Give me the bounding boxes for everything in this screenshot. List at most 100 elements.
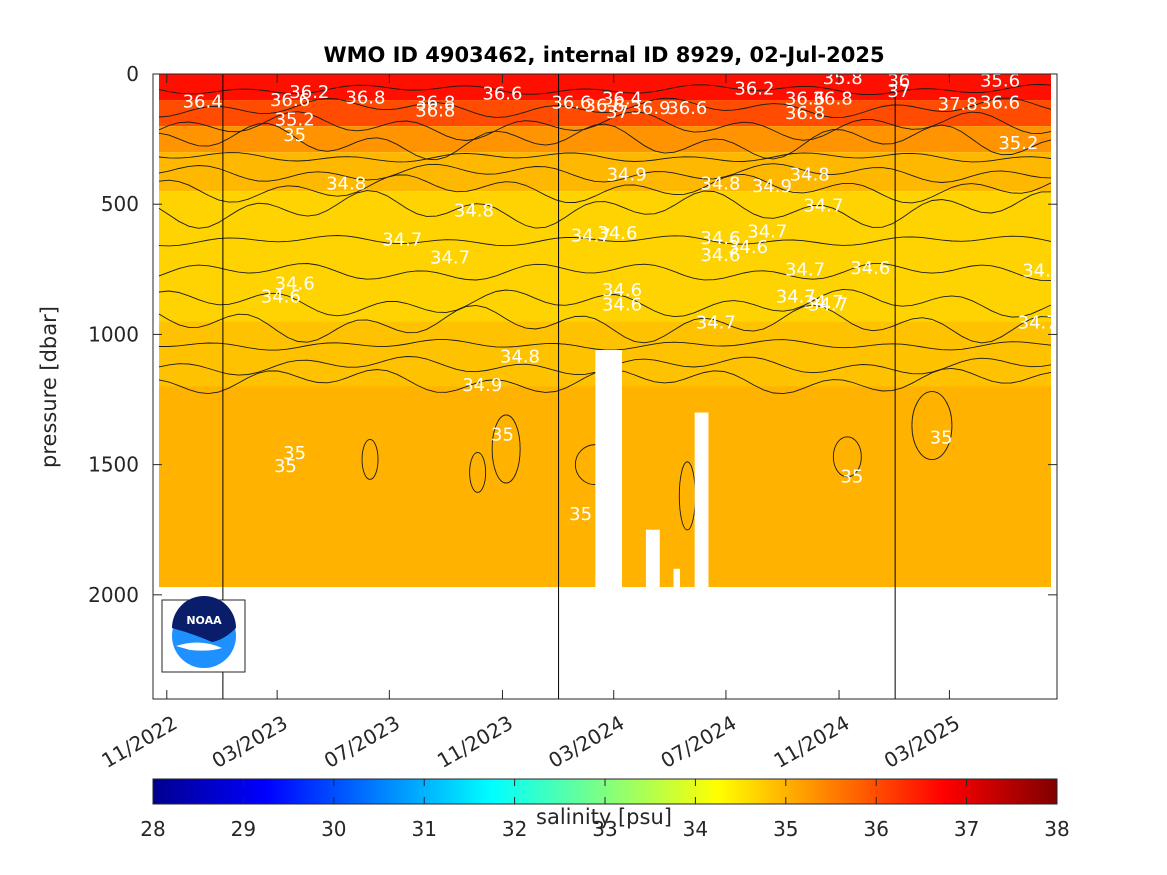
contour-label: 36.2 xyxy=(289,82,329,103)
colorbar-tick-label: 29 xyxy=(231,817,256,841)
plot-frame xyxy=(152,73,1058,700)
contour-label: 34.9 xyxy=(462,375,502,396)
chart-title: WMO ID 4903462, internal ID 8929, 02-Jul… xyxy=(323,43,884,67)
contour-loop xyxy=(491,414,521,484)
x-tick-label: 11/2022 xyxy=(97,711,181,773)
contour-label: 36.6 xyxy=(785,89,825,110)
colorbar-tick-label: 37 xyxy=(954,817,979,841)
contour-label: 36.6 xyxy=(667,98,707,119)
contour-label: 34.6 xyxy=(602,280,642,301)
contour-label: 36.4 xyxy=(602,89,642,110)
contour-label: 37 xyxy=(606,102,629,123)
salinity-layer xyxy=(159,126,1051,153)
contour-label: 34.7 xyxy=(571,225,611,246)
noaa-logo: NOAA xyxy=(161,596,246,673)
colorbar-tick-label: 31 xyxy=(411,817,436,841)
contour-label: 34.7 xyxy=(696,313,736,334)
contour-loop xyxy=(469,451,487,493)
contour-label: 34.7 xyxy=(747,222,787,243)
data-gap xyxy=(694,412,709,699)
contour-line xyxy=(158,235,1052,247)
data-gap xyxy=(645,529,660,699)
colorbar-tick-label: 28 xyxy=(140,817,165,841)
colorbar-tick-label: 33 xyxy=(592,817,617,841)
data-gaps xyxy=(595,350,709,699)
contour-label: 36.8 xyxy=(813,89,853,110)
contour-label: 34.9 xyxy=(752,176,792,197)
contour-label: 34.7 xyxy=(382,229,422,250)
contour-label: 36.8 xyxy=(415,93,455,114)
contour-label: 34.7 xyxy=(430,248,470,269)
contour-label: 36.6 xyxy=(980,93,1020,114)
y-tick-label: 500 xyxy=(101,192,139,216)
colorbar-tick-label: 30 xyxy=(321,817,346,841)
contour-label: 34.8 xyxy=(454,201,494,222)
contour-label: 34.6 xyxy=(597,223,637,244)
y-axis-label: pressure [dbar] xyxy=(37,306,61,468)
contour-label: 34.6 xyxy=(261,287,301,308)
contour-label: 34.7 xyxy=(1022,261,1062,282)
y-tick-label: 1500 xyxy=(88,453,139,477)
svg-text:NOAA: NOAA xyxy=(186,614,222,627)
data-gap xyxy=(595,350,623,699)
contour-line xyxy=(158,163,1052,183)
colorbar-tick-label: 35 xyxy=(773,817,798,841)
contour-label: 34.6 xyxy=(728,237,768,258)
contour-label: 34.7 xyxy=(776,287,816,308)
salinity-layer xyxy=(159,74,1051,101)
contour-label: 34.8 xyxy=(326,173,366,194)
contour-label: 36.6 xyxy=(551,93,591,114)
contour-label: 34.7 xyxy=(803,196,843,217)
year-boundary-lines xyxy=(222,74,896,699)
contour-label: 36.6 xyxy=(585,95,625,116)
contour-label: 35 xyxy=(274,456,297,477)
colorbar-tick-label: 32 xyxy=(502,817,527,841)
colorbar-tick-label: 34 xyxy=(683,817,708,841)
contour-loop xyxy=(361,438,379,480)
salinity-field xyxy=(159,74,1051,588)
contour-label: 35 xyxy=(840,466,863,487)
contour-line xyxy=(158,304,1052,344)
contour-line xyxy=(159,339,1052,351)
contour-label: 36.8 xyxy=(785,103,825,124)
contour-label: 36.6 xyxy=(270,90,310,111)
contour-label: 36.2 xyxy=(734,78,774,99)
contour-label: 37.8 xyxy=(938,94,978,115)
contour-label: 36.8 xyxy=(345,87,385,108)
colorbar-tick-label: 36 xyxy=(863,817,888,841)
contour-label: 34.8 xyxy=(790,164,830,185)
contour-label: 34.9 xyxy=(607,164,647,185)
x-tick-label: 03/2024 xyxy=(544,711,628,773)
contour-line xyxy=(158,123,1052,161)
x-tick-label: 03/2023 xyxy=(208,711,292,773)
contour-line xyxy=(158,111,1052,141)
contour-label: 35.6 xyxy=(980,71,1020,92)
contour-lines xyxy=(158,84,1052,531)
y-tick-label: 2000 xyxy=(88,583,139,607)
x-tick-label: 11/2024 xyxy=(770,711,854,773)
contour-label: 35 xyxy=(283,125,306,146)
contour-label: 36.6 xyxy=(482,84,522,105)
contour-label: 37 xyxy=(887,81,910,102)
contour-line xyxy=(158,97,1052,119)
contour-label: 34.7 xyxy=(808,294,848,315)
contour-label: 34.6 xyxy=(700,245,740,266)
contour-label: 35 xyxy=(283,443,306,464)
contour-label: 34.7 xyxy=(803,292,843,313)
contour-label: 35 xyxy=(569,504,592,525)
contour-line xyxy=(158,152,1052,163)
contour-label: 36 xyxy=(887,71,910,92)
contour-label: 35.2 xyxy=(998,133,1038,154)
contour-line xyxy=(158,84,1052,96)
x-tick-label: 07/2023 xyxy=(320,711,404,773)
contour-label: 35.2 xyxy=(275,110,315,131)
contour-label: 34.6 xyxy=(700,228,740,249)
contour-label: 34.7 xyxy=(1018,313,1058,334)
contour-label: 35 xyxy=(491,425,514,446)
x-tick-label: 11/2023 xyxy=(433,711,517,773)
contour-label: 34.8 xyxy=(700,173,740,194)
contour-label: 35.8 xyxy=(823,68,863,89)
contour-line xyxy=(158,190,1052,229)
